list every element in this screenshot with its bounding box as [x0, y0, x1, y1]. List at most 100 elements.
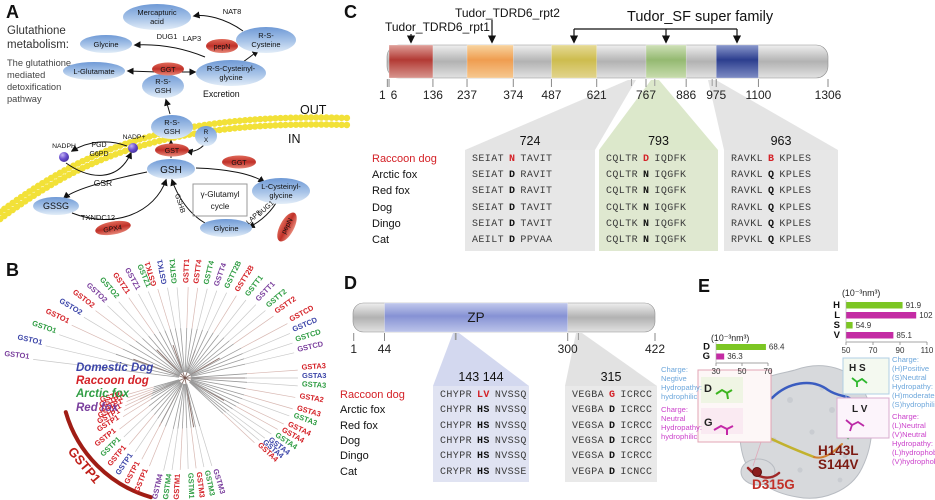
tree-branch-tip [134, 418, 158, 452]
panel-b-letter: B [6, 260, 19, 280]
tree-branch-tip [235, 405, 278, 430]
tree-branch-inner [160, 383, 183, 423]
tree-branch-inner [185, 328, 193, 373]
chart-bar [716, 344, 766, 350]
species-name: Raccoon dog [372, 153, 437, 165]
sequence-row: SEIAT N TAVIT [472, 154, 553, 165]
tree-branch-tip [128, 386, 154, 395]
tree-taxon-label: GSTA2 [299, 391, 325, 404]
node-rs-gsh-in [151, 115, 193, 139]
tree-branch-tip [196, 288, 208, 329]
sequence-row: RAVKL B KPLES [731, 154, 812, 165]
tree-branch-inner [189, 381, 227, 413]
node-l-glutamate [63, 62, 125, 80]
residue-number: 422 [645, 342, 665, 356]
tree-branch-tip [107, 305, 143, 339]
tree-branch-inner [190, 347, 242, 376]
nadph-dot [59, 152, 69, 162]
tree-branch-tip [245, 388, 296, 398]
chart-value-label: 85.1 [896, 331, 912, 340]
tree-branch-inner [189, 343, 234, 375]
label-mercapturic: Mercapturic [137, 8, 176, 17]
sequence-row: CQLTR N IQGFK [606, 186, 687, 198]
enzyme-ggt-right [222, 155, 256, 169]
label-txndc12: TXNDC12 [81, 213, 115, 222]
tree-taxon-label: GSTA3 [301, 361, 326, 372]
residue-number: 621 [587, 88, 607, 102]
tree-branch-inner [190, 353, 243, 377]
chart-category-label: G [703, 351, 710, 362]
residue-number: 1100 [746, 88, 772, 102]
tree-branch-tip [138, 293, 160, 332]
sequence-row: RPVKL Q KPLES [731, 235, 812, 246]
tree-taxon-label: GSTA3 [302, 371, 326, 380]
alignment-position-header: 143 144 [458, 370, 504, 384]
chart-category-label: S [834, 320, 840, 331]
species-name: Cat [340, 465, 358, 478]
callout-143-shadow [433, 333, 529, 386]
residue-g-sticks [713, 424, 734, 435]
sequence-row: VEGBA G ICRCC [572, 390, 653, 401]
tree-branch-inner [174, 328, 185, 373]
d315-site [752, 467, 762, 477]
excretion-label: Excretion [203, 89, 240, 99]
tree-branch-tip [167, 287, 176, 329]
label-l-glutamate: L-Glutamate [73, 67, 114, 76]
tree-branch-tip [228, 410, 266, 439]
tree-branch-inner [151, 380, 180, 394]
node-gssg [33, 197, 79, 215]
label-gsh: GSH [160, 165, 182, 176]
label-rx: R [204, 129, 209, 136]
residue-number: 1306 [815, 88, 842, 102]
tree-branch-inner [148, 335, 182, 374]
sequence-row: RAVKL Q KPLES [731, 170, 812, 182]
label-pepn-top: pepN [214, 44, 231, 51]
sequence-row: CQLTR N IQGFK [606, 235, 687, 246]
tree-branch-tip [171, 428, 179, 471]
label-nadp: NADP+ [123, 134, 146, 141]
sequence-row: SEIAT D RAVIT [472, 170, 553, 182]
chart-tick-label: 70 [869, 346, 878, 355]
tree-branch-tip [233, 315, 274, 345]
sequence-row: CQLTR N IQGFK [606, 170, 687, 182]
node-glycine-bottom [200, 219, 252, 237]
label-l-cys-gly: L-Cysteinyl- [261, 182, 301, 191]
pathway-subtitle: mediated [7, 70, 45, 80]
sequence-row: VEGSA D ICRCC [572, 435, 653, 447]
lv-residue-box: L V [836, 397, 890, 439]
tree-branch-tip [186, 287, 189, 328]
tree-branch-tip [246, 369, 298, 375]
domain-red [388, 44, 434, 79]
sequence-row: SEIAT D RAVIT [472, 186, 553, 198]
tree-branch-tip [123, 395, 152, 411]
panel-c-domains: C Tudor_TDRD6_rpt1 Tudor_TDRD6_rpt2 Tudo… [344, 2, 842, 150]
out-label: OUT [300, 103, 327, 117]
tree-taxon-label: GSTO1 [17, 332, 44, 346]
tree-branch-inner [190, 363, 246, 378]
tree-branch-inner [190, 358, 245, 377]
tree-taxon-label: GSTM1 [172, 474, 182, 500]
species-name: Arctic fox [372, 169, 418, 182]
pathway-subtitle: pathway [7, 94, 42, 104]
tree-branch-inner [153, 379, 180, 390]
tree-branch-tip [239, 403, 284, 425]
tree-branch-inner [150, 380, 181, 400]
species-name: Dog [340, 434, 361, 447]
alignment-block-bg [599, 150, 718, 252]
chart-tick-label: 110 [921, 346, 934, 355]
species-name: Dingo [340, 450, 369, 463]
tree-taxon-label: GSTO1 [31, 319, 58, 336]
tree-branch-inner [153, 333, 182, 374]
tree-branch-inner [152, 379, 180, 392]
chart-tick-label: 70 [764, 367, 773, 376]
chart-bar [846, 322, 853, 329]
pathway-title-line1: Glutathione [7, 25, 66, 37]
tree-branch-inner [190, 378, 246, 390]
enzyme-ggt-top [152, 62, 184, 76]
tree-branch-inner [153, 382, 182, 415]
tree-branch-inner [188, 334, 219, 374]
chart-category-label: D [703, 342, 710, 353]
chart-value-label: 91.9 [906, 301, 922, 310]
tree-branch-inner [184, 327, 188, 373]
